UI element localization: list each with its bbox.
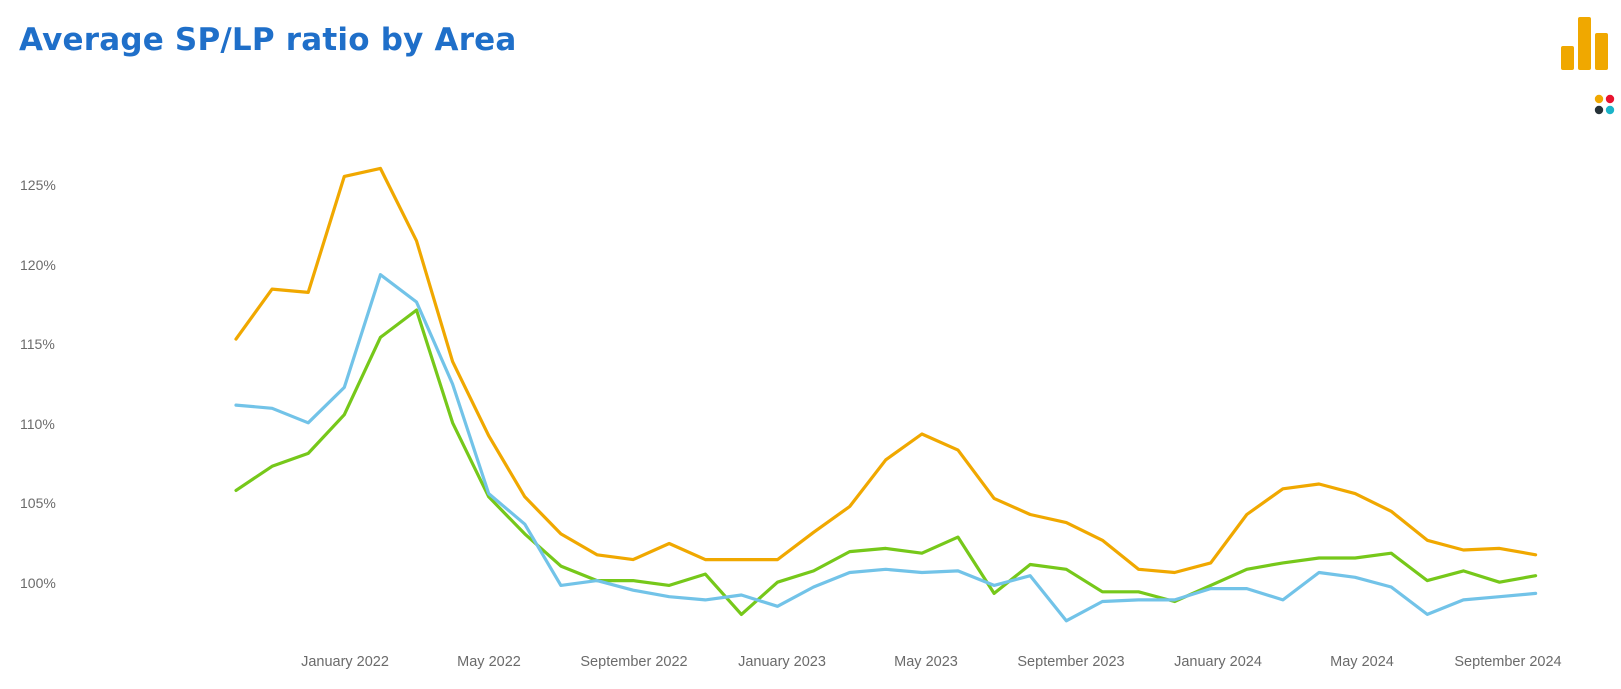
y-tick-label: 125%	[20, 177, 56, 193]
y-tick-label: 115%	[20, 336, 55, 352]
x-tick-label: May 2023	[894, 654, 958, 670]
x-tick-label: January 2023	[738, 654, 826, 670]
color-dots-icon	[1594, 94, 1615, 115]
x-tick-label: September 2022	[580, 654, 688, 670]
page-title: Average SP/LP ratio by Area	[19, 22, 517, 58]
x-tick-label: September 2023	[1017, 654, 1125, 670]
x-tick-label: September 2024	[1454, 654, 1562, 670]
bar-chart-logo-icon	[1561, 17, 1608, 70]
series-line-2[interactable]	[234, 308, 1538, 617]
x-tick-label: May 2024	[1330, 654, 1394, 670]
x-tick-label: May 2022	[457, 654, 521, 670]
x-tick-label: January 2024	[1174, 654, 1262, 670]
y-tick-label: 100%	[20, 575, 56, 591]
y-tick-label: 120%	[20, 257, 56, 273]
series-line-3[interactable]	[234, 273, 1538, 623]
series-line-1[interactable]	[234, 166, 1538, 575]
x-tick-label: January 2022	[301, 654, 389, 670]
y-tick-label: 110%	[20, 416, 55, 432]
y-tick-label: 105%	[20, 495, 56, 511]
